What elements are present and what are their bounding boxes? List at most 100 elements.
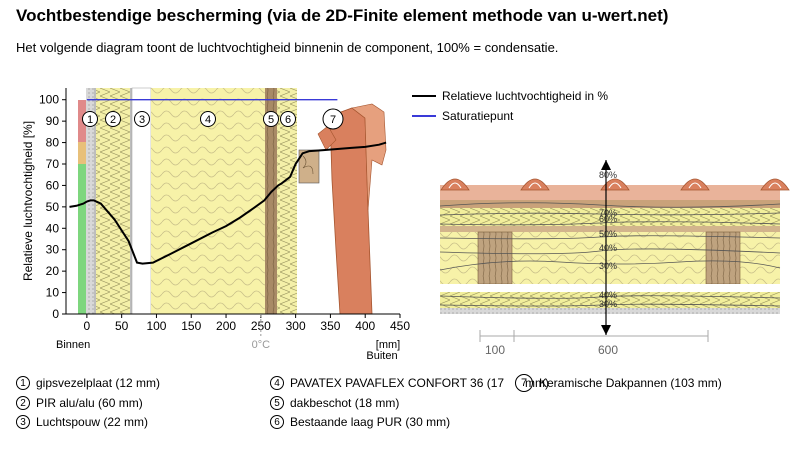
layer-number-label: 4 bbox=[205, 114, 211, 126]
dimension-label-100: 100 bbox=[485, 343, 505, 357]
roof-tile-ridge bbox=[680, 178, 710, 191]
humidity-band-red bbox=[78, 100, 86, 142]
x-ticks: 0 50 100 150 200 250 300 350 400 450 bbox=[84, 314, 410, 333]
layer-number-label: 7 bbox=[330, 114, 336, 126]
freeze-point-label: 0°C bbox=[252, 339, 271, 351]
layer-legend-item-3: 3 Luchtspouw (22 mm) bbox=[16, 415, 148, 429]
humidity-band-green bbox=[78, 164, 86, 314]
roof-tile-ridge-highlight bbox=[768, 182, 782, 189]
roof-tile-ridge-highlight bbox=[608, 182, 622, 189]
layer-legend-text: gipsvezelplaat (12 mm) bbox=[36, 376, 161, 390]
layer-legend-number: 7 bbox=[515, 374, 533, 392]
layer-number-label: 6 bbox=[285, 114, 291, 126]
x-tick-label: 0 bbox=[84, 319, 91, 333]
layer-legend-item-2: 2 PIR alu/alu (60 mm) bbox=[16, 396, 143, 410]
layer-legend-text: dakbeschot (18 mm) bbox=[290, 396, 400, 410]
layer-legend-number: 3 bbox=[16, 415, 30, 429]
y-ticks: 0 10 20 30 40 50 60 70 80 90 100 bbox=[39, 93, 66, 321]
roof-tile-ridge bbox=[520, 178, 550, 191]
roof-tile-ridge bbox=[600, 178, 630, 191]
x-tick-label: 50 bbox=[115, 319, 129, 333]
layer-legend-item-4: 4 PAVATEX PAVAFLEX CONFORT 36 (17 bbox=[270, 376, 504, 390]
dimension-label-600: 600 bbox=[598, 343, 618, 357]
layer-legend-text: Luchtspouw (22 mm) bbox=[36, 415, 149, 429]
layer-number-label: 1 bbox=[87, 114, 93, 126]
legend-label-saturation: Saturatiepunt bbox=[442, 109, 514, 123]
y-tick-label: 90 bbox=[46, 114, 60, 128]
x-tick-label: 100 bbox=[146, 319, 166, 333]
layer-number-circle bbox=[322, 108, 344, 130]
layer-legend-text: Bestaande laag PUR (30 mm) bbox=[290, 415, 451, 429]
page-subtitle: Het volgende diagram toont de luchtvocht… bbox=[16, 40, 559, 55]
chart-series bbox=[69, 99, 387, 265]
humidity-band-orange bbox=[78, 142, 86, 164]
y-tick-label: 80 bbox=[46, 136, 60, 150]
layer-legend-text: Keramische Dakpannen (103 mm) bbox=[539, 376, 722, 390]
x-tick-label: 200 bbox=[216, 319, 236, 333]
layer-number-circle bbox=[263, 111, 279, 127]
humidity-series-line bbox=[69, 141, 387, 265]
x-axis-unit-label: [mm] bbox=[376, 339, 400, 351]
cut-marker-top bbox=[601, 160, 611, 170]
layer-legend-number: 2 bbox=[16, 396, 30, 410]
x-tick-label: 450 bbox=[390, 319, 410, 333]
outside-label: Buiten bbox=[366, 350, 397, 362]
roof-tile-ridge bbox=[440, 178, 470, 191]
isoline-label: 30% bbox=[599, 261, 617, 271]
y-tick-label: 70 bbox=[46, 157, 60, 171]
isoline-label: 50% bbox=[599, 229, 617, 239]
layer-number-circle bbox=[200, 111, 216, 127]
layer-number-circle bbox=[280, 111, 296, 127]
layer-legend-item-7: 7 Keramische Dakpannen (103 mm) bbox=[515, 374, 722, 392]
layer-7-dakpannen bbox=[298, 103, 387, 315]
y-tick-label: 60 bbox=[46, 178, 60, 192]
layer-legend-text: PIR alu/alu (60 mm) bbox=[36, 396, 143, 410]
y-tick-label: 10 bbox=[46, 286, 60, 300]
layer-legend-number: 6 bbox=[270, 415, 284, 429]
layer-number-circle bbox=[105, 111, 121, 127]
roof-tiles bbox=[440, 178, 790, 191]
inside-label: Binnen bbox=[56, 339, 90, 351]
layer-legend-item-6: 6 Bestaande laag PUR (30 mm) bbox=[270, 415, 450, 429]
isoline-label: 40% bbox=[599, 290, 617, 300]
roof-tile-ridge-highlight bbox=[528, 182, 542, 189]
layer-legend-number: 1 bbox=[16, 376, 30, 390]
isoline-label: 80% bbox=[599, 170, 617, 180]
y-tick-label: 100 bbox=[39, 93, 59, 107]
x-tick-label: 400 bbox=[355, 319, 375, 333]
roof-tile-ridge bbox=[760, 178, 790, 191]
y-tick-label: 30 bbox=[46, 243, 60, 257]
layer-number-label: 3 bbox=[139, 114, 145, 126]
cut-marker-bottom bbox=[601, 325, 611, 335]
y-tick-label: 20 bbox=[46, 264, 60, 278]
chart-legend: Relatieve luchtvochtigheid in % Saturati… bbox=[412, 89, 608, 123]
y-tick-label: 40 bbox=[46, 221, 60, 235]
isoline-label: 40% bbox=[599, 243, 617, 253]
page-title: Vochtbestendige bescherming (via de 2D-F… bbox=[16, 6, 669, 25]
roof-section-diagram: 80%70%60%50%40%30%40%30% 100 600 bbox=[439, 160, 790, 357]
isoline-labels: 80%70%60%50%40%30%40%30% bbox=[599, 170, 617, 309]
x-tick-label: 300 bbox=[286, 319, 306, 333]
layer-number-circle bbox=[134, 111, 150, 127]
roof-tile-ridge-highlight bbox=[688, 182, 702, 189]
layer-legend-number: 5 bbox=[270, 396, 284, 410]
layer-legend-item-5: 5 dakbeschot (18 mm) bbox=[270, 396, 399, 410]
layer-number-label: 5 bbox=[268, 114, 274, 126]
y-tick-label: 0 bbox=[52, 307, 59, 321]
y-tick-label: 50 bbox=[46, 200, 60, 214]
isolines bbox=[439, 202, 781, 307]
roof-tile-ridge-highlight bbox=[448, 182, 462, 189]
x-tick-label: 350 bbox=[320, 319, 340, 333]
layer-number-circle bbox=[82, 111, 98, 127]
layer-number-label: 2 bbox=[110, 114, 116, 126]
isoline-label: 70% bbox=[599, 208, 617, 218]
legend-label-humidity: Relatieve luchtvochtigheid in % bbox=[442, 89, 608, 103]
isoline-label: 60% bbox=[599, 214, 617, 224]
isoline-label: 30% bbox=[599, 299, 617, 309]
layer-legend-number: 4 bbox=[270, 376, 284, 390]
x-tick-label: 150 bbox=[181, 319, 201, 333]
layer-legend-item-1: 1 gipsvezelplaat (12 mm) bbox=[16, 376, 160, 390]
layer-legend-text: PAVATEX PAVAFLEX CONFORT 36 (17 bbox=[290, 376, 505, 390]
